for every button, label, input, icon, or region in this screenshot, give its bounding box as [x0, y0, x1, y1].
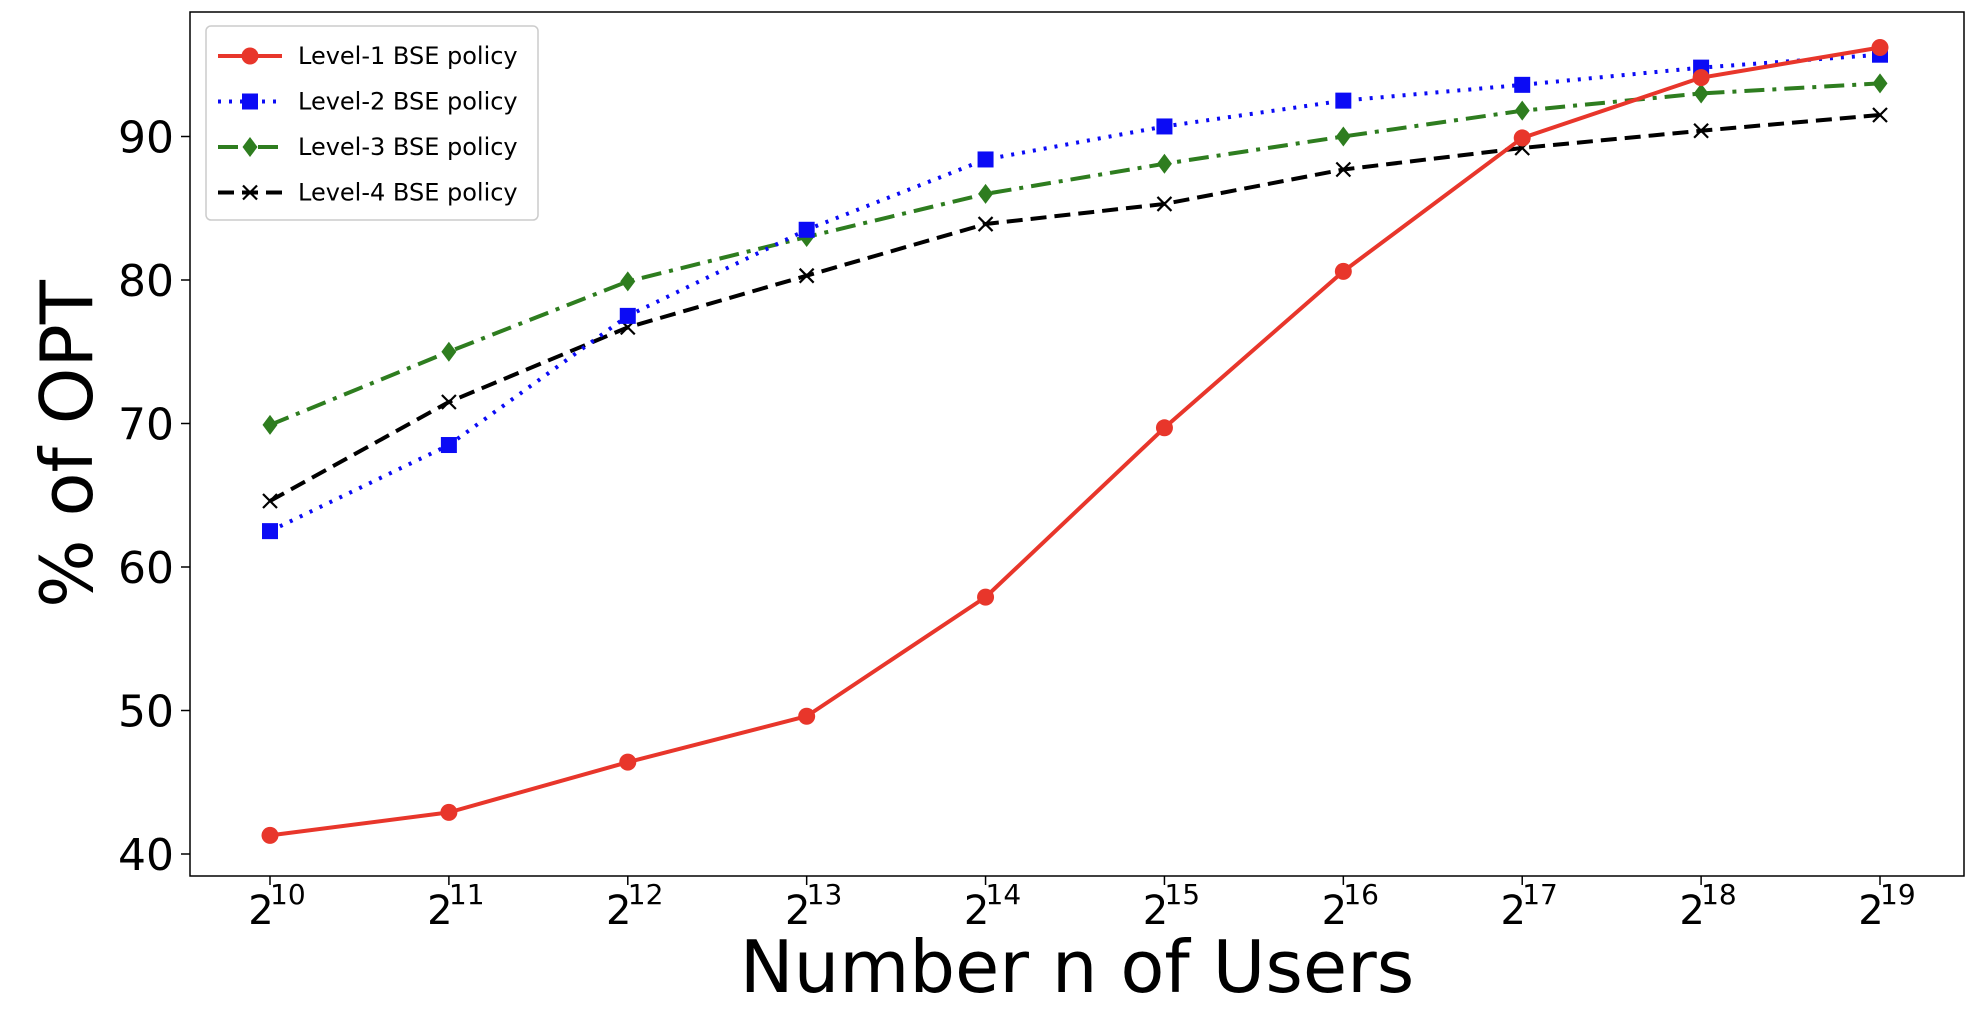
data-point	[1156, 118, 1173, 135]
series-line	[269, 45, 1881, 838]
data-point	[798, 707, 816, 725]
x-tick-base: 2	[248, 888, 273, 934]
data-point	[977, 151, 994, 168]
data-point	[1871, 39, 1889, 57]
x-tick-label: 210	[248, 878, 305, 934]
x-tick-exponent: 17	[1522, 878, 1558, 911]
x-tick-exponent: 19	[1880, 878, 1916, 911]
data-point	[978, 183, 994, 204]
x-tick-base: 2	[606, 888, 631, 934]
data-point	[1513, 129, 1531, 147]
x-tick-label: 212	[606, 878, 663, 934]
x-tick-exponent: 11	[449, 878, 485, 911]
data-point	[261, 826, 279, 844]
series-line	[269, 112, 1881, 503]
x-tick-exponent: 10	[270, 878, 306, 911]
legend-entry: Level-1 BSE policy	[218, 42, 518, 70]
data-point	[1872, 73, 1888, 94]
y-axis-title: % of OPT	[25, 279, 109, 608]
x-tick-exponent: 18	[1701, 878, 1737, 911]
data-point	[798, 267, 815, 284]
data-point	[1155, 419, 1173, 437]
x-axis-title: Number n of Users	[740, 925, 1415, 1009]
x-tick-label: 213	[785, 878, 842, 934]
data-point	[441, 341, 457, 362]
x-tick-exponent: 15	[1164, 878, 1200, 911]
legend-entry: Level-2 BSE policy	[218, 88, 518, 116]
legend: Level-1 BSE policy Level-2 BSE policy Leve…	[205, 25, 539, 221]
x-tick-label: 217	[1500, 878, 1557, 934]
legend-marker	[241, 47, 259, 65]
data-point	[1692, 69, 1710, 87]
x-tick-exponent: 16	[1343, 878, 1379, 911]
series-level-4	[262, 107, 1888, 509]
data-point	[1335, 161, 1352, 178]
legend-entry: Level-3 BSE policy	[218, 133, 518, 161]
series-line	[269, 81, 1881, 427]
x-tick-exponent: 14	[986, 878, 1022, 911]
x-tick-exponent: 12	[628, 878, 664, 911]
y-tick-label: 40	[118, 830, 174, 881]
data-point	[262, 414, 278, 435]
data-point	[1156, 196, 1173, 212]
legend-label: Level-3 BSE policy	[298, 133, 518, 161]
data-point	[977, 216, 994, 232]
data-point	[440, 437, 457, 454]
data-point	[1514, 76, 1531, 93]
x-tick-label: 219	[1858, 878, 1915, 934]
y-tick-label: 50	[118, 687, 174, 738]
data-point	[619, 753, 637, 771]
data-point	[1872, 107, 1888, 123]
series-level-1	[261, 39, 1889, 844]
y-axis: 40 50 60 70 80 90	[118, 113, 190, 881]
legend-marker	[242, 137, 258, 157]
legend-marker	[242, 93, 258, 110]
x-tick-base: 2	[1322, 888, 1347, 934]
data-point	[262, 493, 278, 509]
data-point	[1514, 100, 1530, 121]
data-point	[440, 803, 458, 821]
data-point	[441, 394, 457, 410]
x-tick-base: 2	[1143, 888, 1168, 934]
x-tick-label: 215	[1143, 878, 1200, 934]
x-tick-base: 2	[785, 888, 810, 934]
data-point	[262, 523, 278, 540]
data-point	[1335, 92, 1352, 109]
data-point	[1693, 83, 1709, 104]
legend-label: Level-4 BSE policy	[298, 179, 518, 207]
x-axis: 210 211 212 213 214 215 216 217 218 219	[248, 876, 1916, 934]
data-point	[1335, 126, 1351, 147]
y-tick-label: 60	[118, 543, 174, 594]
data-point	[798, 221, 815, 238]
data-point	[1693, 122, 1709, 139]
x-tick-base: 2	[1500, 888, 1525, 934]
x-tick-base: 2	[1858, 888, 1883, 934]
x-tick-base: 2	[427, 888, 452, 934]
y-tick-label: 70	[118, 400, 174, 451]
x-tick-exponent: 13	[807, 878, 843, 911]
data-point	[620, 271, 636, 292]
x-tick-base: 2	[1679, 888, 1704, 934]
series-layer	[261, 39, 1889, 844]
legend-box	[205, 25, 539, 221]
y-tick-label: 80	[118, 256, 174, 307]
data-point	[977, 588, 995, 606]
x-tick-base: 2	[964, 888, 989, 934]
legend-marker	[242, 184, 258, 201]
data-point	[1156, 153, 1172, 174]
x-tick-label: 218	[1679, 878, 1736, 934]
x-tick-label: 214	[964, 878, 1021, 934]
legend-label: Level-2 BSE policy	[298, 88, 518, 116]
y-tick-label: 90	[118, 113, 174, 164]
plot-area-frame	[189, 11, 1965, 877]
x-tick-label: 211	[427, 878, 484, 934]
data-point	[619, 307, 636, 324]
legend-entry: Level-4 BSE policy	[218, 179, 518, 207]
x-tick-label: 216	[1322, 878, 1379, 934]
series-line	[269, 52, 1881, 533]
data-point	[1334, 262, 1352, 280]
legend-label: Level-1 BSE policy	[298, 42, 518, 70]
